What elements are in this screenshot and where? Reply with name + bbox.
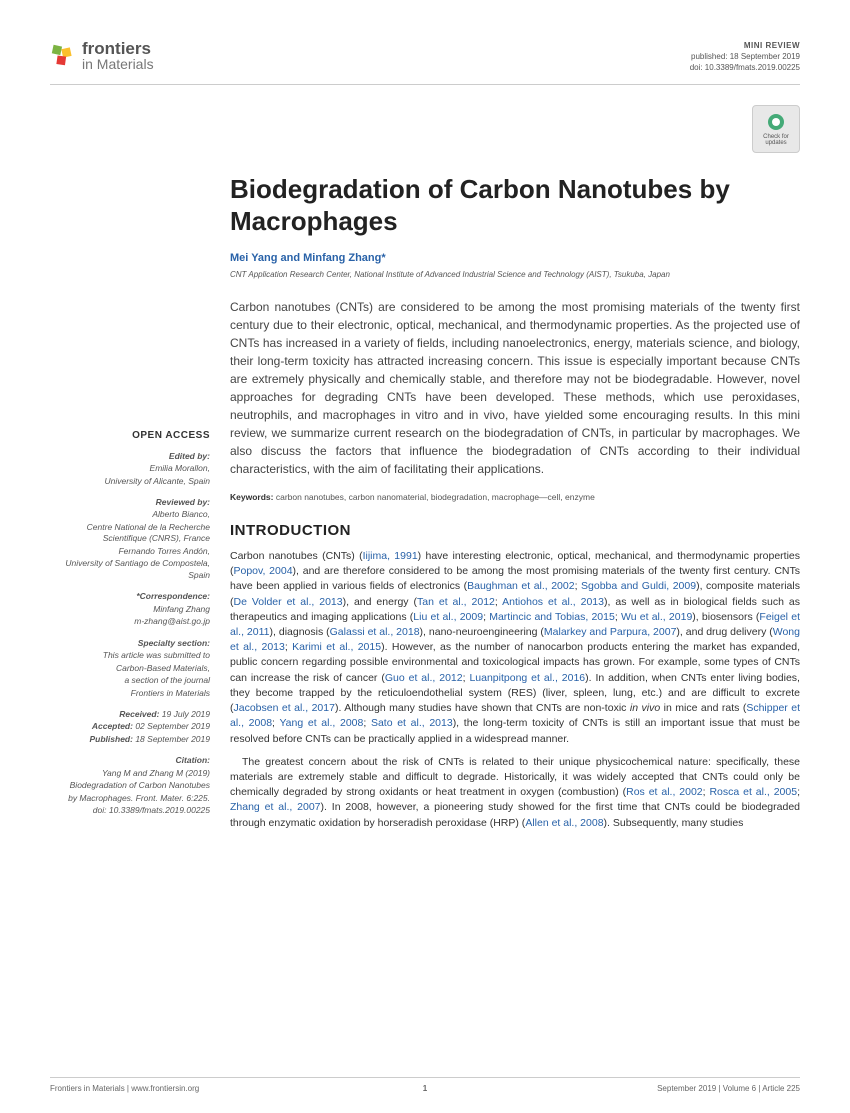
citation-line1: Yang M and Zhang M (2019) xyxy=(50,768,210,779)
citation-line3: by Macrophages. Front. Mater. 6:225. xyxy=(50,793,210,804)
specialty-line1: This article was submitted to xyxy=(50,650,210,661)
editor-affiliation: University of Alicante, Spain xyxy=(50,476,210,487)
page: frontiers in Materials MINI REVIEW publi… xyxy=(0,0,850,1113)
check-updates-text: Check for updates xyxy=(753,134,799,146)
frontiers-logo-icon xyxy=(50,43,76,69)
editor-name: Emilia Morallon, xyxy=(50,463,210,474)
correspondence-email[interactable]: m-zhang@aist.go.jp xyxy=(50,616,210,627)
body-text: Carbon nanotubes (CNTs) (Iijima, 1991) h… xyxy=(230,549,800,831)
logo-main-text: frontiers xyxy=(82,40,154,57)
intro-para-2: The greatest concern about the risk of C… xyxy=(230,755,800,831)
footer-right: September 2019 | Volume 6 | Article 225 xyxy=(657,1084,800,1093)
edited-by-label: Edited by: xyxy=(50,451,210,462)
citation-line2: Biodegradation of Carbon Nanotubes xyxy=(50,780,210,791)
published-label: Published: xyxy=(90,734,133,744)
page-header: frontiers in Materials MINI REVIEW publi… xyxy=(50,40,800,85)
citation-line4: doi: 10.3389/fmats.2019.00225 xyxy=(50,805,210,816)
footer-page-number: 1 xyxy=(423,1084,427,1093)
keywords-text: carbon nanotubes, carbon nanomaterial, b… xyxy=(276,492,595,502)
affiliation: CNT Application Research Center, Nationa… xyxy=(230,270,800,280)
keywords-label: Keywords: xyxy=(230,492,273,502)
content-row: OPEN ACCESS Edited by: Emilia Morallon, … xyxy=(50,100,800,839)
journal-logo: frontiers in Materials xyxy=(50,40,154,71)
keywords: Keywords: carbon nanotubes, carbon nanom… xyxy=(230,492,800,502)
specialty-line4: Frontiers in Materials xyxy=(50,688,210,699)
citation-label: Citation: xyxy=(50,755,210,766)
sidebar: OPEN ACCESS Edited by: Emilia Morallon, … xyxy=(50,430,210,839)
main-column: Check for updates Biodegradation of Carb… xyxy=(230,100,800,839)
authors: Mei Yang and Minfang Zhang* xyxy=(230,252,800,264)
accepted-date: 02 September 2019 xyxy=(135,721,210,731)
correspondence-label: *Correspondence: xyxy=(50,591,210,602)
page-footer: Frontiers in Materials | www.frontiersin… xyxy=(50,1077,800,1093)
correspondence-name: Minfang Zhang xyxy=(50,604,210,615)
reviewer1-name: Alberto Bianco, xyxy=(50,509,210,520)
open-access-label: OPEN ACCESS xyxy=(50,430,210,441)
article-type: MINI REVIEW xyxy=(690,40,800,51)
intro-para-1: Carbon nanotubes (CNTs) (Iijima, 1991) h… xyxy=(230,549,800,747)
footer-left[interactable]: Frontiers in Materials | www.frontiersin… xyxy=(50,1084,199,1093)
specialty-label: Specialty section: xyxy=(50,638,210,649)
reviewer2-name: Fernando Torres Andón, xyxy=(50,546,210,557)
article-title: Biodegradation of Carbon Nanotubes by Ma… xyxy=(230,173,800,238)
reviewer2-aff: University of Santiago de Compostela, Sp… xyxy=(50,558,210,581)
reviewed-by-label: Reviewed by: xyxy=(50,497,210,508)
published-date-side: 18 September 2019 xyxy=(135,734,210,744)
check-updates-badge[interactable]: Check for updates xyxy=(752,105,800,153)
publication-info: MINI REVIEW published: 18 September 2019… xyxy=(690,40,800,74)
check-updates-icon xyxy=(766,112,786,132)
introduction-heading: INTRODUCTION xyxy=(230,522,800,539)
specialty-line3: a section of the journal xyxy=(50,675,210,686)
received-label: Received: xyxy=(119,709,159,719)
abstract: Carbon nanotubes (CNTs) are considered t… xyxy=(230,298,800,478)
accepted-label: Accepted: xyxy=(92,721,133,731)
reviewer1-aff: Centre National de la Recherche Scientif… xyxy=(50,522,210,545)
specialty-line2: Carbon-Based Materials, xyxy=(50,663,210,674)
received-date: 19 July 2019 xyxy=(162,709,210,719)
published-date: published: 18 September 2019 xyxy=(690,51,800,62)
doi-text[interactable]: doi: 10.3389/fmats.2019.00225 xyxy=(690,62,800,73)
logo-sub-text: in Materials xyxy=(82,57,154,71)
